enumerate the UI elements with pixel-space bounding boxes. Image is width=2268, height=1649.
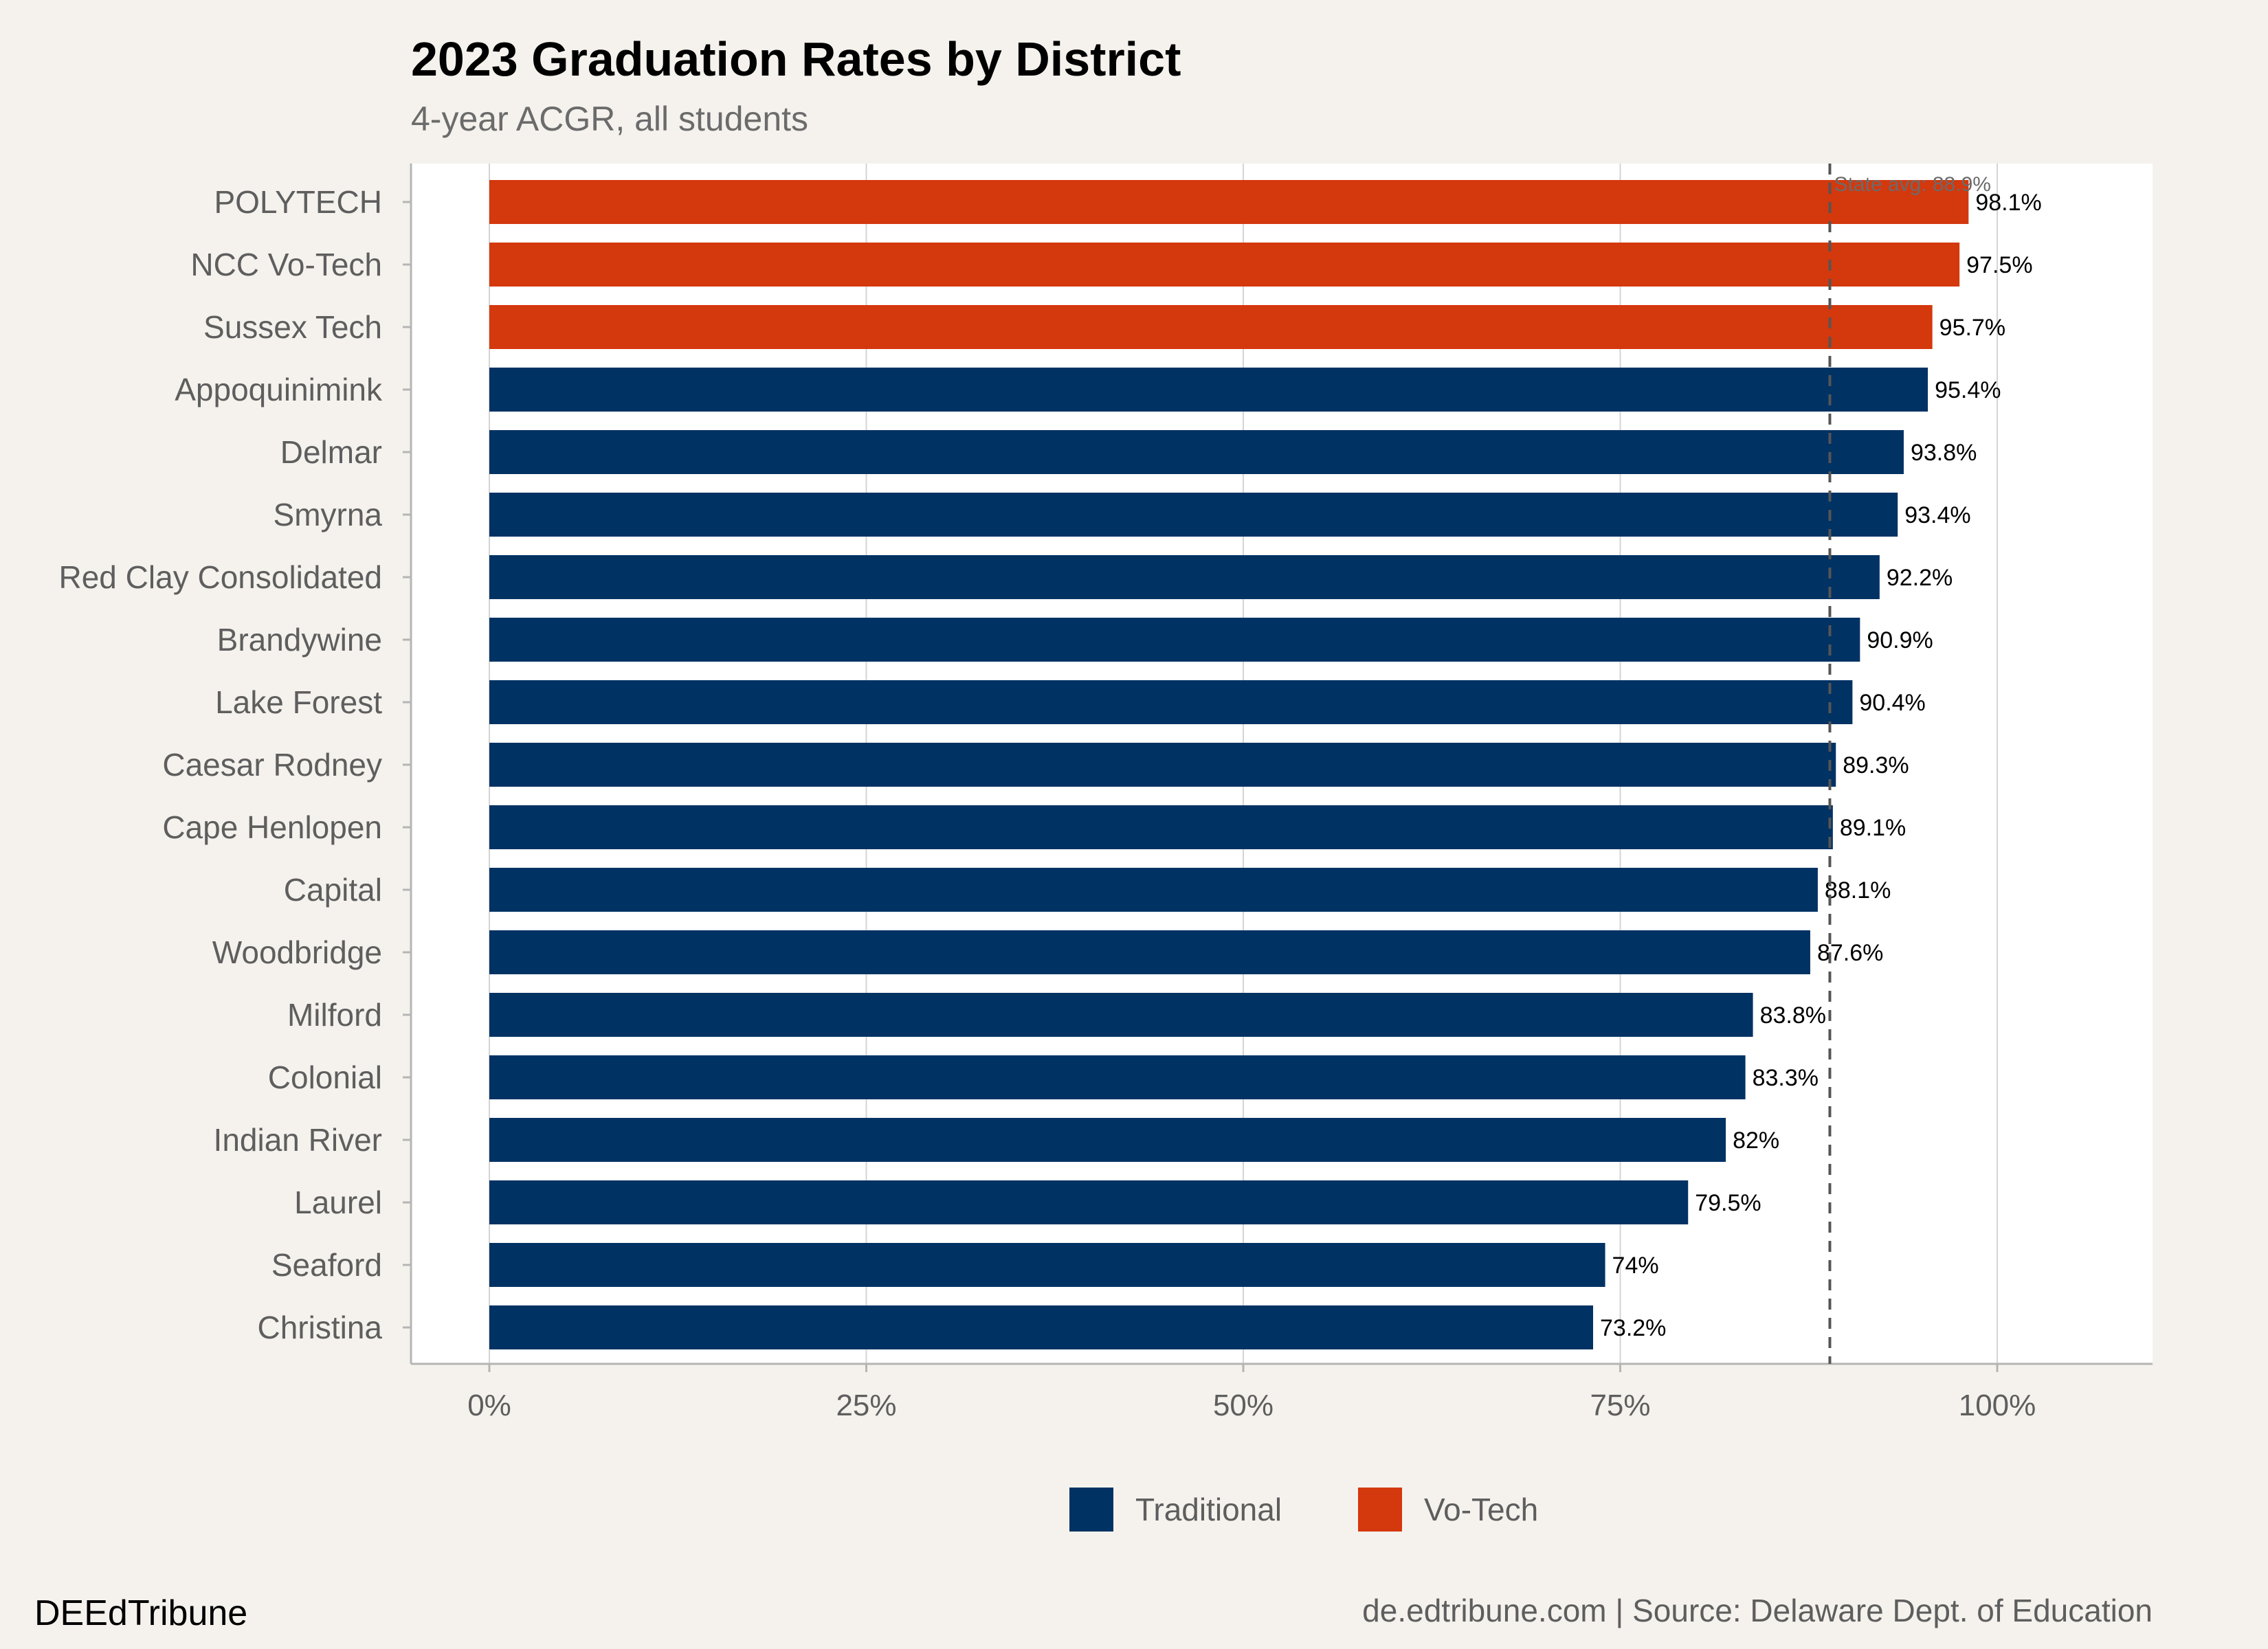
data-label: 79.5% (1695, 1190, 1761, 1216)
data-label: 90.4% (1859, 690, 1925, 716)
category-label: Capital (284, 872, 382, 908)
bar (489, 868, 1818, 912)
data-label: 83.3% (1753, 1065, 1819, 1091)
category-label: Brandywine (217, 622, 382, 658)
data-label: 82% (1733, 1128, 1779, 1154)
bar (489, 805, 1833, 849)
bar (489, 555, 1880, 599)
bar (489, 180, 1969, 224)
data-label: 74% (1612, 1253, 1659, 1279)
bar (489, 305, 1933, 349)
bar (489, 930, 1810, 974)
data-label: 92.2% (1887, 565, 1953, 591)
bar (489, 1243, 1605, 1287)
x-tick-label: 50% (1213, 1389, 1274, 1422)
bar (489, 493, 1898, 537)
x-tick-label: 100% (1959, 1389, 2036, 1422)
axes: POLYTECH NCC Vo-Tech Sussex Tech Appoquinim… (59, 164, 2153, 1422)
data-label: 87.6% (1817, 940, 1883, 966)
footer-source: de.edtribune.com | Source: Delaware Dept… (1362, 1593, 2153, 1628)
bar (489, 243, 1960, 287)
category-label: Cape Henlopen (162, 809, 382, 845)
chart-title: 2023 Graduation Rates by District (411, 32, 1181, 86)
category-label: Sussex Tech (203, 309, 382, 345)
reference-line-label: State avg: 88.9% (1834, 173, 1991, 196)
category-label: Red Clay Consolidated (59, 559, 383, 595)
chart-subtitle: 4-year ACGR, all students (411, 100, 808, 138)
category-label: Laurel (294, 1185, 382, 1220)
bar (489, 618, 1860, 662)
category-label: Seaford (271, 1247, 382, 1283)
data-label: 97.5% (1966, 252, 2032, 278)
category-label: POLYTECH (214, 184, 382, 220)
data-label: 98.1% (1975, 190, 2041, 216)
data-label: 90.9% (1867, 627, 1933, 653)
category-label: Milford (287, 997, 382, 1033)
bar (489, 680, 1853, 724)
data-label: 83.8% (1760, 1002, 1826, 1029)
x-tick-label: 75% (1590, 1389, 1650, 1422)
category-label: Colonial (268, 1059, 382, 1095)
bar (489, 368, 1928, 412)
x-tick-label: 0% (467, 1389, 511, 1422)
bar (489, 1055, 1746, 1099)
data-label: 93.4% (1904, 502, 1970, 528)
bar (489, 1305, 1594, 1349)
data-label: 73.2% (1600, 1315, 1666, 1341)
bar (489, 743, 1836, 787)
bar (489, 430, 1904, 474)
legend-label: Vo-Tech (1424, 1492, 1538, 1527)
category-label: Delmar (280, 434, 382, 470)
data-label: 89.1% (1840, 815, 1906, 841)
category-label: Smyrna (274, 497, 383, 532)
x-tick-label: 25% (836, 1389, 896, 1422)
bar (489, 1180, 1689, 1224)
category-label: Lake Forest (215, 684, 382, 720)
category-label: Appoquinimink (175, 372, 383, 407)
bars: 98.1% 97.5% 95.7% 95.4% 93.8% 93.4% 92.2% 90.9%… (489, 180, 2042, 1349)
data-label: 95.4% (1935, 377, 2001, 403)
legend-label: Traditional (1135, 1492, 1282, 1527)
category-label: NCC Vo-Tech (190, 247, 382, 282)
category-label: Caesar Rodney (162, 747, 382, 783)
category-label: Woodbridge (212, 934, 382, 970)
legend-swatch-votech (1358, 1488, 1402, 1532)
legend: Traditional Vo-Tech (1069, 1488, 1538, 1532)
data-label: 89.3% (1843, 752, 1909, 778)
category-label: Indian River (214, 1122, 382, 1158)
data-label: 95.7% (1939, 315, 2005, 341)
data-label: 93.8% (1911, 440, 1977, 466)
bar (489, 1118, 1726, 1162)
bar (489, 993, 1753, 1037)
reference-line-group: State avg: 88.9% (1828, 164, 1991, 1364)
legend-swatch-traditional (1069, 1488, 1113, 1532)
footer-brand: DEEdTribune (34, 1593, 247, 1633)
data-label: 88.1% (1825, 877, 1891, 904)
category-label: Christina (257, 1310, 382, 1345)
